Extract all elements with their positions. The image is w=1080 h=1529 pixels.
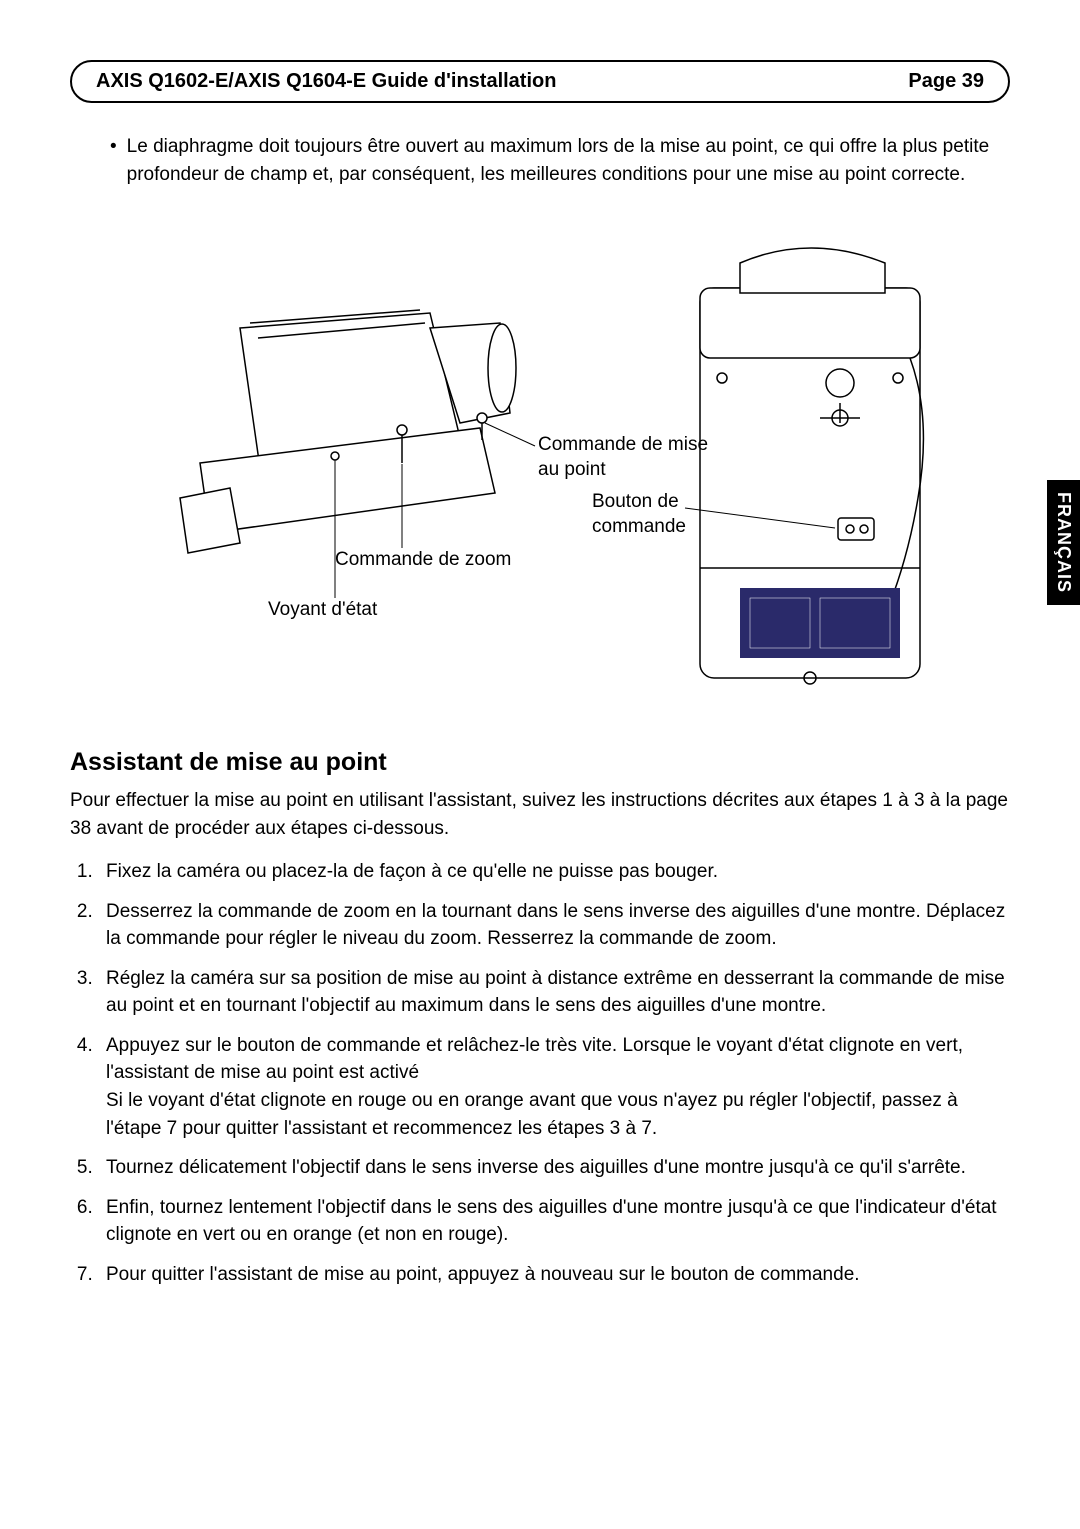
step-item: Desserrez la commande de zoom en la tour… — [98, 898, 1010, 953]
language-tab: FRANÇAIS — [1047, 480, 1080, 605]
section-intro: Pour effectuer la mise au point en utili… — [70, 787, 1010, 842]
step-item: Tournez délicatement l'objectif dans le … — [98, 1154, 1010, 1182]
document-title: AXIS Q1602-E/AXIS Q1604-E Guide d'instal… — [96, 70, 556, 93]
label-zoom-puller: Commande de zoom — [335, 548, 511, 573]
label-control-button: Bouton de commande — [592, 490, 712, 539]
label-focus-puller: Commande de mise au point — [538, 433, 718, 482]
step-item: Appuyez sur le bouton de commande et rel… — [98, 1032, 1010, 1142]
bullet-text: Le diaphragme doit toujours être ouvert … — [127, 133, 990, 188]
steps-list: Fixez la caméra ou placez-la de façon à … — [70, 858, 1010, 1288]
intro-bullet: • Le diaphragme doit toujours être ouver… — [70, 133, 1010, 188]
document-page: AXIS Q1602-E/AXIS Q1604-E Guide d'instal… — [0, 0, 1080, 1350]
page-header: AXIS Q1602-E/AXIS Q1604-E Guide d'instal… — [70, 60, 1010, 103]
page-number: Page 39 — [908, 70, 984, 93]
camera-diagram: Commande de mise au point Bouton de comm… — [140, 208, 940, 708]
step-item: Fixez la caméra ou placez-la de façon à … — [98, 858, 1010, 886]
bullet-mark: • — [110, 133, 117, 188]
step-item: Pour quitter l'assistant de mise au poin… — [98, 1261, 1010, 1289]
label-status-led: Voyant d'état — [268, 598, 377, 623]
step-item: Enfin, tournez lentement l'objectif dans… — [98, 1194, 1010, 1249]
section-title: Assistant de mise au point — [70, 748, 1010, 777]
step-item: Réglez la caméra sur sa position de mise… — [98, 965, 1010, 1020]
